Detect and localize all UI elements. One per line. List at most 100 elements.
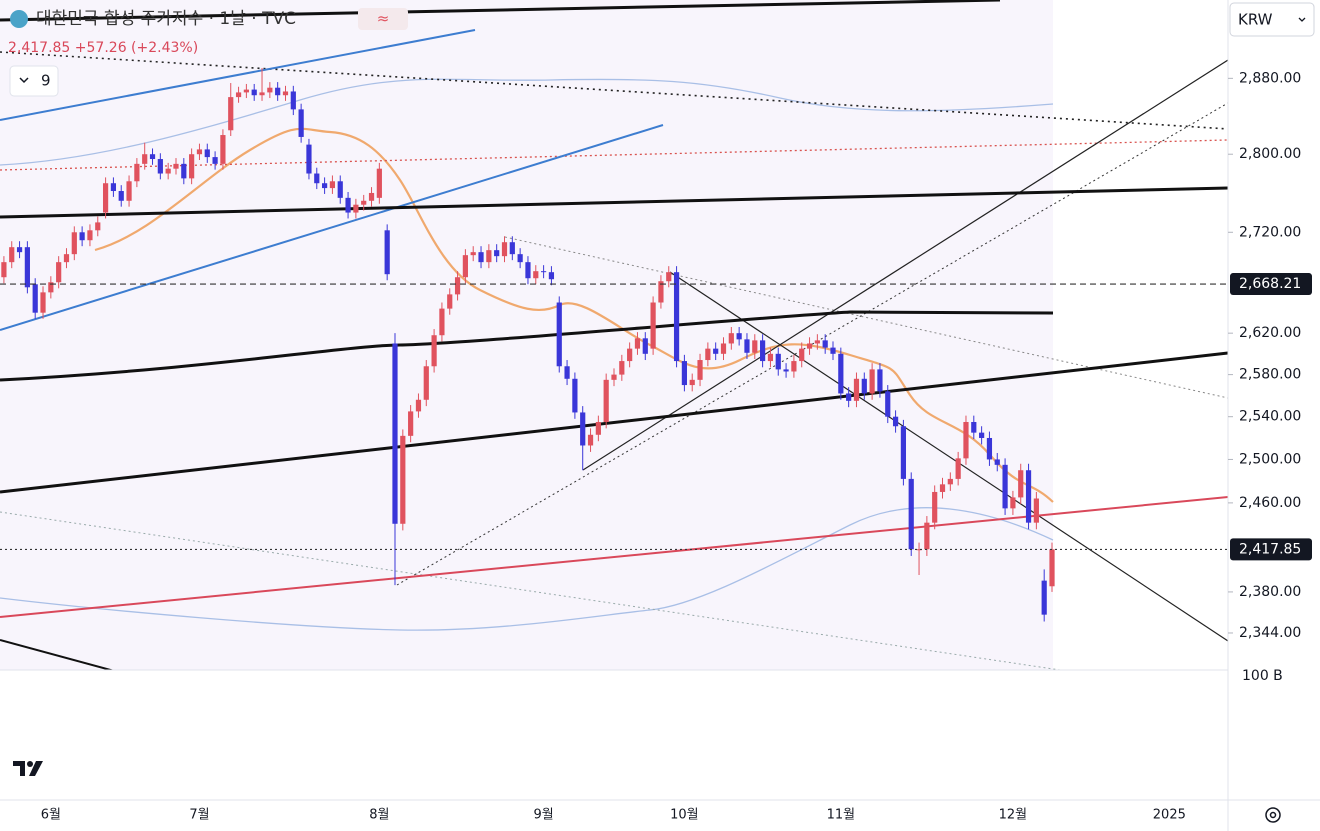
candle-body <box>916 549 922 551</box>
candles <box>1 68 1055 622</box>
candle-body <box>321 183 328 189</box>
candle-body <box>853 378 860 401</box>
candle-body <box>603 379 609 422</box>
candle-body <box>157 159 163 174</box>
moving-average <box>94 127 1054 503</box>
candle-body <box>892 416 899 427</box>
candle-body <box>885 391 891 417</box>
currency-select[interactable] <box>1229 2 1315 37</box>
price-axis: 2,880.00 2,800.00 2,720.00 2,620.00 2,580.00… <box>1228 70 1312 641</box>
candle-body <box>1 262 7 278</box>
x-tick-label: 6월 <box>41 808 61 823</box>
candle-body <box>932 491 938 523</box>
indicator-count: 9 <box>41 72 51 90</box>
candle-body <box>587 434 594 446</box>
candle-body <box>822 340 828 348</box>
x-tick-label: 9월 <box>533 808 553 823</box>
candle-body <box>110 183 117 192</box>
candle-body <box>1049 549 1055 587</box>
candle-body <box>118 191 124 201</box>
x-tick-label: 7월 <box>189 808 209 823</box>
candle-body <box>415 399 422 412</box>
candle-body <box>806 343 813 349</box>
candle-body <box>580 412 586 446</box>
candle-body <box>16 247 23 253</box>
candle-body <box>1002 464 1008 509</box>
bollinger-lower <box>0 507 1054 631</box>
candle-body <box>48 282 54 293</box>
currency: KRW <box>1238 11 1273 29</box>
candle-body <box>799 348 805 362</box>
candle-body <box>509 242 515 255</box>
trend-line <box>0 511 1061 670</box>
candle-body <box>775 353 781 370</box>
alert-button[interactable] <box>358 8 408 30</box>
x-tick-label: 12월 <box>999 808 1028 823</box>
candle-body <box>235 92 242 98</box>
candle-body <box>243 89 249 93</box>
candle-body <box>791 361 797 372</box>
candle-body <box>908 478 914 550</box>
candle-body <box>728 333 734 344</box>
candle-body <box>470 252 476 256</box>
candle-body <box>314 173 320 184</box>
candle-body <box>986 437 993 460</box>
candle-body <box>979 432 985 438</box>
candle-body <box>329 181 336 189</box>
y-tick-label: 2,580.00 <box>1239 367 1301 383</box>
candle-body <box>744 339 750 353</box>
candle-body <box>408 411 414 436</box>
y-tick-label: 2,500.00 <box>1239 451 1301 467</box>
candle-body <box>830 347 836 354</box>
candle-body <box>431 335 437 367</box>
y-tick-label: 2,800.00 <box>1239 146 1301 162</box>
chevron <box>1298 17 1306 22</box>
candle-body <box>533 271 539 279</box>
candle-body <box>376 168 382 198</box>
price-label-box <box>1230 538 1312 561</box>
candle-body <box>634 338 641 349</box>
settings-button[interactable] <box>1265 807 1281 823</box>
candle-body <box>212 157 218 164</box>
indicator-toggle[interactable] <box>9 65 59 97</box>
candle-body <box>142 154 148 164</box>
y-tick-label: 2,344.00 <box>1239 625 1301 641</box>
symbol-icon[interactable] <box>10 10 28 28</box>
candle-body <box>353 204 359 213</box>
candle-body <box>861 378 867 394</box>
candle-body <box>564 366 570 379</box>
candle-body <box>149 154 156 160</box>
candle-body <box>1025 470 1032 523</box>
price-label-box <box>1230 273 1312 296</box>
trend-line <box>0 51 1228 130</box>
candle-body <box>189 154 195 179</box>
candle-body <box>102 183 109 213</box>
candle-body <box>400 435 406 524</box>
candle-body <box>298 109 304 137</box>
candle-body <box>173 163 179 169</box>
candle-body <box>478 252 484 263</box>
y-tick-label: 2,880.00 <box>1239 70 1301 86</box>
candle-body <box>251 89 257 96</box>
y-tick-label: 2,720.00 <box>1239 224 1301 240</box>
candle-body <box>627 348 633 362</box>
x-tick-label: 10월 <box>670 808 699 823</box>
candle-body <box>384 230 390 275</box>
candle-body <box>814 340 820 344</box>
candle-body <box>752 340 758 353</box>
chart-title: 대한민국 합성 주가지수 · 1날 · TVC <box>36 9 296 29</box>
candle-body <box>337 181 343 198</box>
candle-body <box>267 87 273 93</box>
trend-line <box>0 186 1228 219</box>
candle-body <box>282 91 289 96</box>
gear-center <box>1269 811 1277 819</box>
bollinger-upper <box>0 78 1054 166</box>
candle-body <box>720 343 727 354</box>
gear <box>1265 807 1281 823</box>
candle-body <box>24 247 30 288</box>
candle-body <box>955 458 961 479</box>
candle-body <box>345 197 351 213</box>
logo-part <box>27 761 33 767</box>
candle-body <box>1018 470 1024 498</box>
candle-body <box>838 353 844 394</box>
